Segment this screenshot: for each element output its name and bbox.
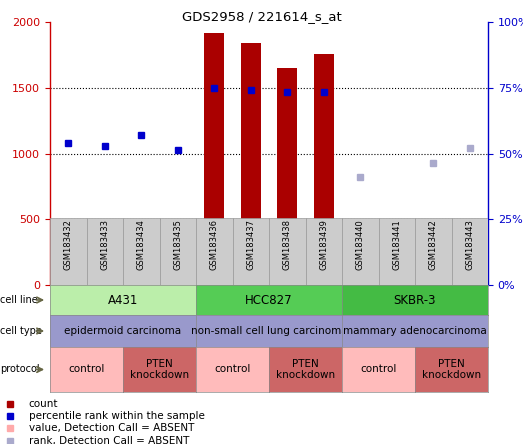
Text: GSM183443: GSM183443 <box>465 219 474 270</box>
Text: GSM183441: GSM183441 <box>392 219 401 270</box>
Text: PTEN
knockdown: PTEN knockdown <box>130 359 189 381</box>
Text: HCC827: HCC827 <box>245 293 293 306</box>
Text: GSM183440: GSM183440 <box>356 219 365 270</box>
Text: A431: A431 <box>108 293 138 306</box>
Text: GSM183436: GSM183436 <box>210 219 219 270</box>
Text: mammary adenocarcinoma: mammary adenocarcinoma <box>343 326 487 336</box>
Bar <box>58 236 78 285</box>
Text: GSM183432: GSM183432 <box>64 219 73 270</box>
Text: epidermoid carcinoma: epidermoid carcinoma <box>64 326 181 336</box>
Bar <box>415 218 451 285</box>
Text: cell type: cell type <box>0 326 42 336</box>
Text: count: count <box>29 399 58 409</box>
Bar <box>95 243 115 285</box>
Text: cell line: cell line <box>0 295 38 305</box>
Bar <box>233 218 269 285</box>
Bar <box>350 256 370 285</box>
Bar <box>342 218 379 285</box>
Text: GSM183442: GSM183442 <box>429 219 438 270</box>
Bar <box>386 281 407 285</box>
Text: PTEN
knockdown: PTEN knockdown <box>276 359 335 381</box>
Bar <box>269 218 305 285</box>
Bar <box>86 218 123 285</box>
Bar <box>305 218 342 285</box>
Text: GSM183437: GSM183437 <box>246 219 255 270</box>
Text: GDS2958 / 221614_s_at: GDS2958 / 221614_s_at <box>181 10 342 23</box>
Text: value, Detection Call = ABSENT: value, Detection Call = ABSENT <box>29 423 194 433</box>
Text: control: control <box>214 365 251 374</box>
Bar <box>50 218 86 285</box>
Bar <box>379 218 415 285</box>
Text: percentile rank within the sample: percentile rank within the sample <box>29 411 204 421</box>
Text: GSM183435: GSM183435 <box>173 219 182 270</box>
Bar <box>123 218 160 285</box>
Text: control: control <box>360 365 396 374</box>
Bar <box>241 43 261 285</box>
Bar <box>314 54 334 285</box>
Text: rank, Detection Call = ABSENT: rank, Detection Call = ABSENT <box>29 436 189 444</box>
Bar <box>460 226 480 285</box>
Bar <box>160 218 196 285</box>
Bar <box>196 218 233 285</box>
Text: PTEN
knockdown: PTEN knockdown <box>422 359 481 381</box>
Bar <box>277 68 297 285</box>
Bar <box>423 251 444 285</box>
Text: protocol: protocol <box>0 365 40 374</box>
Text: non-small cell lung carcinoma: non-small cell lung carcinoma <box>191 326 347 336</box>
Bar <box>451 218 488 285</box>
Text: GSM183434: GSM183434 <box>137 219 146 270</box>
Bar <box>204 32 224 285</box>
Bar <box>131 226 151 285</box>
Text: GSM183439: GSM183439 <box>319 219 328 270</box>
Text: GSM183433: GSM183433 <box>100 219 109 270</box>
Text: GSM183438: GSM183438 <box>283 219 292 270</box>
Text: control: control <box>69 365 105 374</box>
Text: SKBR-3: SKBR-3 <box>394 293 436 306</box>
Bar <box>168 243 188 285</box>
